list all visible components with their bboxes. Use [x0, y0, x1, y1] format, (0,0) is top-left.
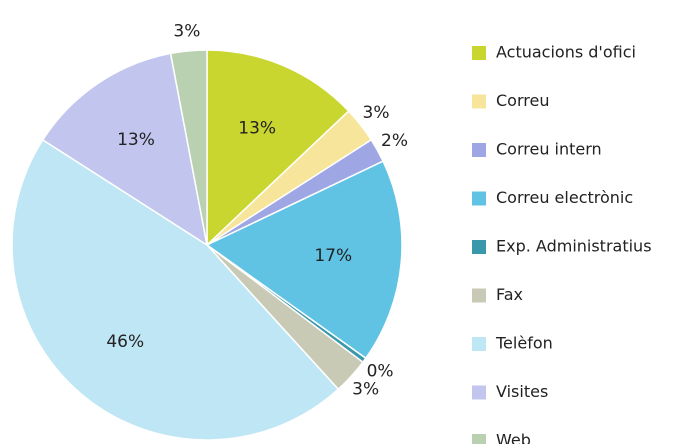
legend-label: Correu intern [496, 140, 602, 159]
pie-slice [41, 52, 209, 247]
pie-slice [169, 49, 208, 246]
legend-swatch [472, 143, 486, 157]
data-label: 17% [314, 246, 352, 266]
data-label: 46% [106, 332, 144, 352]
legend-label: Correu electrònic [496, 188, 633, 207]
data-label: 13% [238, 119, 276, 139]
data-label: 13% [117, 130, 155, 150]
legend-swatch [472, 240, 486, 254]
legend-label: Visites [496, 382, 548, 401]
legend-label: Exp. Administratius [496, 237, 652, 256]
data-label: 2% [381, 131, 408, 151]
pie-slice [206, 49, 350, 247]
legend-swatch [472, 191, 486, 206]
data-label: 3% [352, 379, 379, 399]
legend-label: Web [496, 431, 531, 444]
legend-label: Telèfon [495, 334, 553, 353]
legend-swatch [472, 46, 486, 60]
legend-label: Actuacions d'ofici [496, 43, 636, 62]
pie-slice [11, 138, 340, 441]
legend-label: Fax [496, 285, 523, 304]
legend-swatch [472, 94, 486, 109]
legend-swatch [472, 337, 486, 351]
data-label: 0% [367, 362, 394, 382]
legend-swatch [472, 288, 486, 303]
data-label: 3% [173, 21, 200, 41]
legend-label: Correu [496, 91, 549, 110]
legend-swatch [472, 385, 486, 400]
data-label: 3% [363, 103, 390, 123]
pie-slice [205, 160, 403, 360]
legend-swatch [472, 434, 486, 444]
